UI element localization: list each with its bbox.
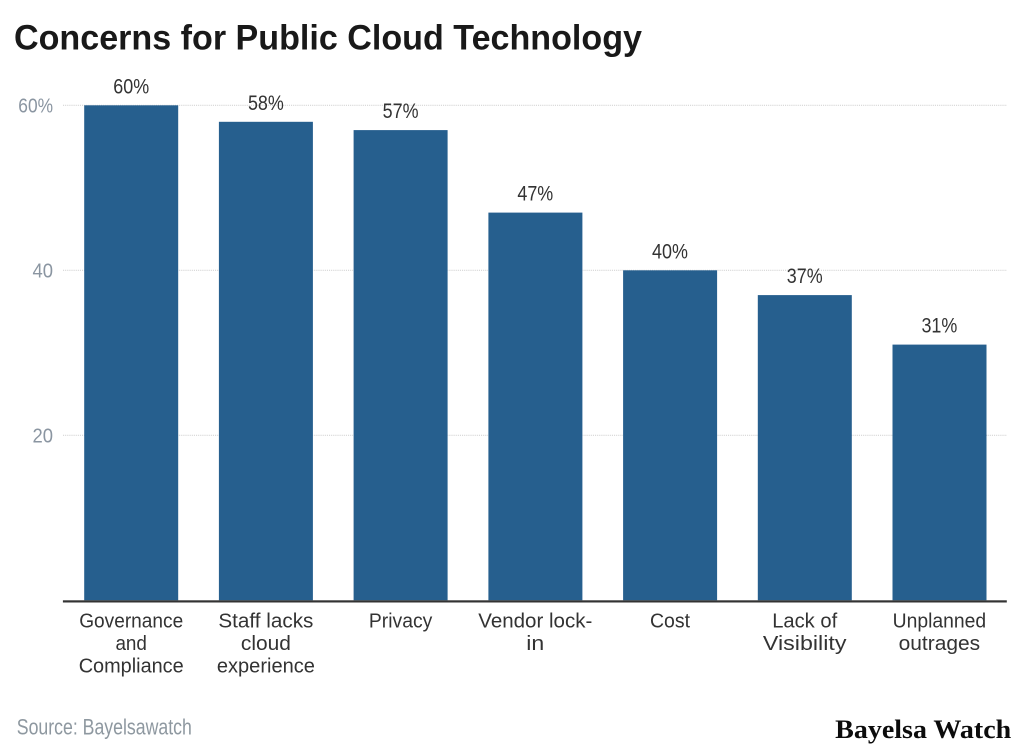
svg-text:20: 20 (33, 426, 54, 448)
svg-text:outrages: outrages (899, 632, 981, 655)
svg-text:Privacy: Privacy (369, 610, 433, 633)
svg-text:60%: 60% (113, 75, 149, 98)
svg-text:Source: Bayelsawatch: Source: Bayelsawatch (17, 714, 192, 739)
svg-text:40%: 40% (652, 240, 688, 263)
svg-text:60%: 60% (18, 96, 53, 118)
svg-text:47%: 47% (517, 183, 553, 206)
svg-text:Unplanned: Unplanned (893, 610, 987, 633)
svg-text:Cost: Cost (650, 610, 690, 633)
svg-text:Bayelsa Watch: Bayelsa Watch (835, 714, 1011, 744)
svg-text:40: 40 (33, 261, 54, 283)
svg-text:Visibility: Visibility (763, 632, 847, 655)
svg-text:Compliance: Compliance (79, 655, 184, 678)
svg-text:cloud: cloud (241, 632, 291, 655)
svg-text:Staff lacks: Staff lacks (218, 610, 313, 633)
svg-text:Vendor lock-: Vendor lock- (478, 610, 592, 633)
svg-text:31%: 31% (921, 315, 957, 338)
svg-text:in: in (526, 632, 544, 655)
svg-text:experience: experience (217, 655, 315, 678)
svg-text:Lack of: Lack of (772, 610, 837, 633)
svg-text:37%: 37% (787, 265, 823, 288)
svg-text:and: and (115, 632, 147, 655)
svg-text:Concerns for Public Cloud Tech: Concerns for Public Cloud Technology (14, 17, 642, 57)
svg-text:57%: 57% (383, 100, 419, 123)
svg-text:58%: 58% (248, 92, 284, 115)
svg-text:Governance: Governance (79, 610, 183, 633)
